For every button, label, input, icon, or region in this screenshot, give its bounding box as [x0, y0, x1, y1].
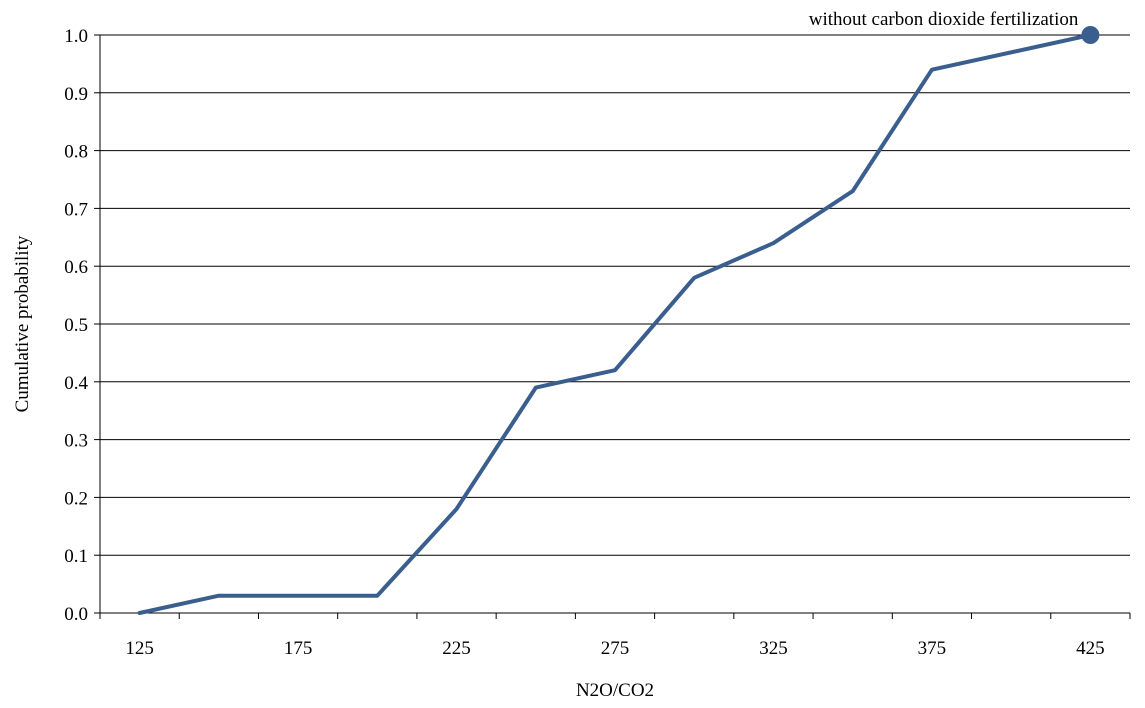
- y-tick-label: 0.3: [64, 431, 88, 452]
- x-tick-label: 425: [1076, 638, 1105, 659]
- y-tick-label: 0.7: [64, 199, 88, 220]
- y-tick-label: 1.0: [64, 26, 88, 47]
- y-tick-label: 0.6: [64, 257, 88, 278]
- y-tick-labels: 0.0 0.1 0.2 0.3 0.4 0.5 0.6 0.7 0.8 0.9 1.0: [64, 26, 88, 625]
- y-tick-label: 0.1: [64, 546, 88, 567]
- x-tick-label: 325: [759, 638, 788, 659]
- x-tick-label: 375: [918, 638, 947, 659]
- y-tick-label: 0.9: [64, 84, 88, 105]
- y-tick-label: 0.4: [64, 373, 88, 394]
- endpoint-marker: [1081, 26, 1100, 44]
- x-tick-label: 225: [442, 638, 471, 659]
- x-tick-label: 275: [601, 638, 630, 659]
- y-tick-label: 0.5: [64, 315, 88, 336]
- y-tick-label: 0.8: [64, 142, 88, 163]
- series-line: [137, 33, 1093, 615]
- y-axis-title: Cumulative probability: [12, 235, 33, 412]
- y-tick-label: 0.0: [64, 604, 88, 625]
- axes: [94, 34, 1131, 619]
- series-lines: [137, 26, 1100, 615]
- x-axis-title: N2O/CO2: [576, 680, 654, 701]
- x-tick-label: 125: [125, 638, 154, 659]
- x-tick-label: 175: [284, 638, 313, 659]
- x-tick-labels: 125 175 225 275 325 375 425: [125, 638, 1104, 659]
- annotation-label: without carbon dioxide fertilization: [809, 9, 1079, 30]
- gridlines: [100, 34, 1130, 556]
- y-tick-label: 0.2: [64, 488, 88, 509]
